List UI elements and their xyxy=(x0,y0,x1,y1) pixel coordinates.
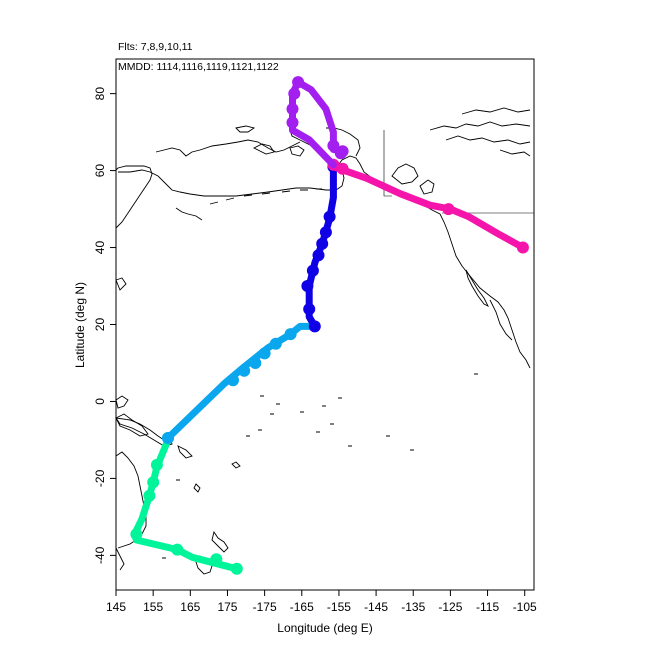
flight-track-line xyxy=(164,322,321,442)
y-axis: -40 -20 0 20 40 60 80 xyxy=(93,87,116,564)
flight-track-point xyxy=(292,76,305,89)
flight-track-point xyxy=(162,432,174,444)
flight-track-point xyxy=(227,374,239,387)
x-tick-label: -125 xyxy=(438,600,462,614)
flight-track-point xyxy=(258,347,271,360)
flight-track-point xyxy=(306,264,319,277)
flight-track-point xyxy=(327,139,340,152)
flight-track-point xyxy=(269,337,282,350)
flight-track-line xyxy=(329,163,527,251)
dates-label: MMDD: 1114,1116,1119,1121,1122 xyxy=(118,61,279,73)
flight-track-point xyxy=(516,241,529,254)
flight-track-line xyxy=(131,436,241,573)
y-tick-label: -20 xyxy=(93,469,107,487)
x-tick-label: 145 xyxy=(106,600,126,614)
x-axis-title: Longitude (deg E) xyxy=(277,621,372,635)
flight-track-point xyxy=(238,364,251,377)
flight-track-point xyxy=(312,249,325,262)
x-tick-label: 165 xyxy=(180,600,200,614)
flights-label: Flts: 7,8,9,10,11 xyxy=(118,41,193,53)
x-tick-label: -115 xyxy=(476,600,499,614)
flight-track-point xyxy=(150,458,163,471)
flight-track-point xyxy=(171,543,184,556)
x-tick-label: -165 xyxy=(290,600,314,614)
y-tick-label: 60 xyxy=(93,164,107,178)
x-tick-label: -105 xyxy=(513,600,537,614)
x-tick-label: 155 xyxy=(143,600,163,614)
y-axis-title: Latitude (deg N) xyxy=(73,282,87,368)
flight-track-point xyxy=(230,562,243,575)
flight-track-point xyxy=(130,528,143,541)
y-tick-label: 40 xyxy=(93,241,107,255)
flight-track-point xyxy=(442,203,455,216)
x-tick-label: -135 xyxy=(401,600,425,614)
x-tick-label: -175 xyxy=(253,600,277,614)
flight-track-point xyxy=(284,328,297,341)
flight-track-point xyxy=(336,162,349,175)
flight-track-point xyxy=(301,280,314,292)
flight-track-point xyxy=(288,87,301,100)
flight-track-point xyxy=(249,357,262,369)
y-tick-label: -40 xyxy=(93,546,107,564)
flight-track-point xyxy=(286,103,299,115)
flight-track-point xyxy=(308,320,321,333)
flight-track-4 xyxy=(327,158,529,254)
flight-track-point xyxy=(303,303,316,316)
flight-track-point xyxy=(336,145,349,158)
flight-track-point xyxy=(319,226,332,239)
flight-track-point xyxy=(210,553,223,566)
y-tick-label: 80 xyxy=(93,87,107,101)
y-tick-label: 20 xyxy=(93,318,107,332)
x-axis: 145 155 165 175 -175 -165 -155 -145 -135 -125 -115… xyxy=(106,590,537,614)
x-tick-label: 175 xyxy=(217,600,237,614)
flight-track-5 xyxy=(286,76,349,169)
x-tick-label: -145 xyxy=(364,600,388,614)
x-tick-label: -155 xyxy=(327,600,351,614)
flight-track-point xyxy=(316,237,329,250)
coastlines xyxy=(115,107,534,575)
flight-track-point xyxy=(147,476,160,489)
flight-track-2 xyxy=(162,322,321,444)
flight-track-point xyxy=(323,210,336,223)
flight-track-point xyxy=(143,489,156,502)
y-tick-label: 0 xyxy=(93,398,107,405)
flight-track-point xyxy=(286,116,299,129)
flight-tracks xyxy=(130,76,529,575)
